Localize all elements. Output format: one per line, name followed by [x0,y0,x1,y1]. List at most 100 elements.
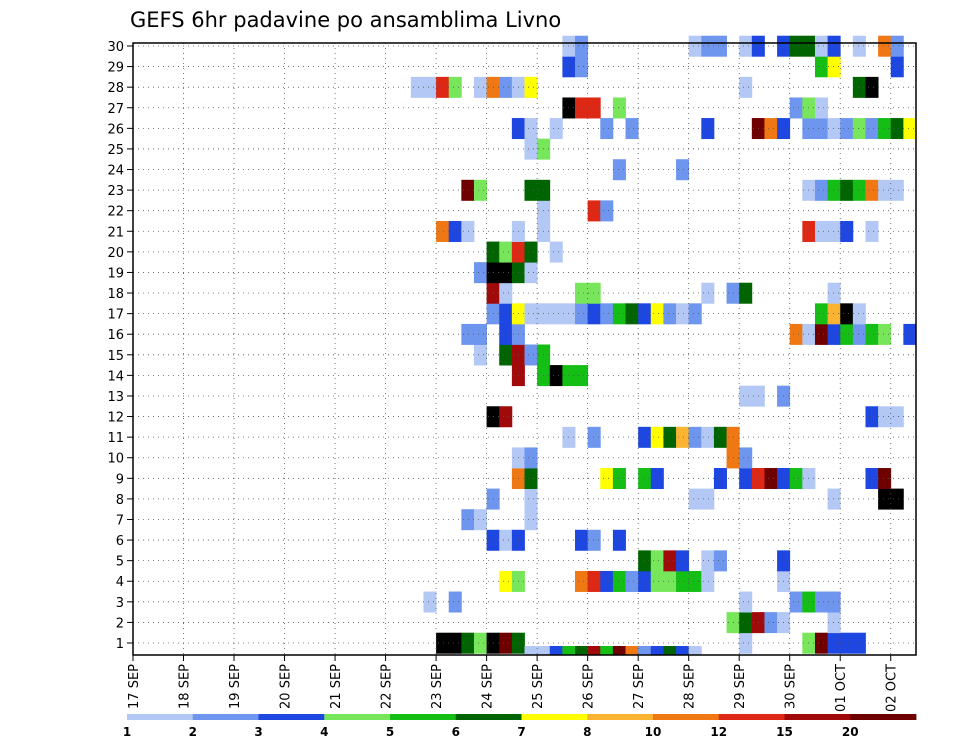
legend-swatch [324,714,391,720]
precip-cell [878,323,892,345]
precip-cell [865,406,879,428]
precip-cell [473,262,488,284]
precip-cell [789,323,803,345]
precip-cell [436,76,450,98]
precip-cell [739,447,753,469]
precip-cell [701,550,715,572]
y-tick-label: 22 [107,205,124,220]
precip-cell [840,118,854,140]
precip-cell [688,570,702,592]
precip-cell [676,646,690,655]
precip-cell [903,118,917,140]
precip-cell [499,570,513,592]
precip-cell [713,426,727,448]
precip-cell [676,570,690,592]
precip-cell [865,76,879,98]
precip-cell [688,646,702,655]
precip-cell [562,646,576,655]
precip-cell [701,426,715,448]
y-tick-label: 9 [116,472,124,487]
precip-cell [713,35,727,57]
precip-cell [739,468,753,490]
precip-cell [814,303,828,325]
y-axis: 1234567891011121314151617181920212223242… [107,40,133,652]
x-tick-label: 28 SEP [683,664,698,709]
precip-cell [600,200,614,222]
precip-cell [688,35,702,57]
precip-cell [814,35,828,57]
precip-cell [575,529,589,551]
precip-cell [789,468,803,490]
precip-cell [852,35,866,57]
precip-cell [739,35,753,57]
precip-cell [423,76,437,98]
plot-frame [132,42,917,656]
chart-title: GEFS 6hr padavine po ansamblima Livno [130,8,561,32]
data-cells [410,35,917,655]
precip-cell [878,488,892,510]
x-tick-label: 17 SEP [127,664,142,709]
precip-cell [814,220,828,242]
legend-label: 6 [452,725,460,739]
precip-cell [473,323,488,345]
precip-cell [663,570,677,592]
precip-cell [625,118,639,140]
precip-cell [852,632,866,654]
precip-cell [865,323,879,345]
precip-cell [575,97,589,119]
precip-cell [448,76,462,98]
legend-swatch [850,714,917,720]
precip-cell [524,344,538,366]
precip-cell [575,56,589,78]
precip-cell [524,118,538,140]
precip-cell [587,303,601,325]
precip-cell [650,646,664,655]
precip-cell [448,632,462,654]
precip-cell [840,179,854,201]
precip-cell [701,118,715,140]
precip-cell [814,118,828,140]
y-tick-label: 13 [107,390,124,405]
precip-cell [638,570,652,592]
y-tick-label: 6 [116,534,124,549]
precip-cell [789,35,803,57]
precip-cell [827,591,841,613]
precip-cell [852,179,866,201]
precip-cell [814,632,828,654]
precip-cell [739,612,753,634]
precip-cell [688,488,702,510]
precip-cell [865,179,879,201]
precip-cell [878,468,892,490]
y-tick-label: 2 [116,616,124,631]
precip-cell [789,97,803,119]
precip-cell [524,138,538,160]
precip-cell [448,591,462,613]
legend-label: 1 [123,725,131,739]
precip-cell [612,570,626,592]
y-tick-label: 11 [107,431,124,446]
precip-cell [865,220,879,242]
precip-cell [852,118,866,140]
y-tick-label: 19 [107,266,124,281]
precip-cell [701,488,715,510]
x-tick-label: 20 SEP [279,664,294,709]
x-tick-label: 22 SEP [380,664,395,709]
precip-cell [840,323,854,345]
y-tick-label: 21 [107,225,124,240]
precip-cell [701,282,715,304]
precip-cell [638,646,652,655]
precip-cell [676,303,690,325]
y-tick-label: 29 [107,61,124,76]
precip-cell [625,303,639,325]
precip-cell [524,76,538,98]
precip-cell [827,488,841,510]
precip-cell [423,591,437,613]
y-tick-label: 28 [107,81,124,96]
precip-cell [612,303,626,325]
precip-cell [764,468,778,490]
y-tick-label: 8 [116,493,124,508]
y-tick-label: 1 [116,637,124,652]
legend-label: 8 [583,725,591,739]
precip-cell [676,159,690,181]
